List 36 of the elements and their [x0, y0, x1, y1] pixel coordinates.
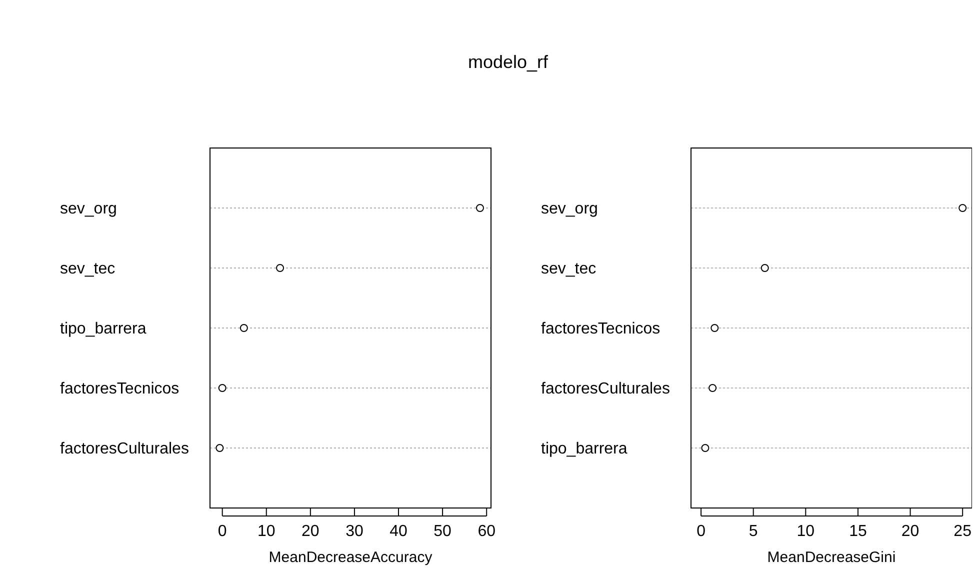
point — [276, 264, 284, 272]
x-tick-label: 15 — [849, 523, 867, 540]
x-tick-label: 50 — [434, 523, 452, 540]
y-tick-label: sev_org — [541, 200, 598, 218]
y-tick-label: sev_tec — [60, 260, 116, 278]
point — [710, 324, 719, 332]
x-tick-label: 30 — [346, 523, 364, 540]
point — [958, 204, 967, 212]
y-tick-label: sev_org — [60, 200, 117, 218]
point — [218, 384, 226, 392]
x-tick-label: 0 — [218, 523, 227, 540]
point — [476, 204, 484, 212]
x-tick-label: 25 — [954, 523, 972, 540]
x-tick-label: 10 — [796, 523, 815, 540]
x-tick-label: 5 — [748, 523, 758, 540]
x-axis-title: MeanDecreaseGini — [767, 549, 896, 566]
y-tick-label: tipo_barrera — [541, 440, 628, 458]
point — [240, 324, 248, 332]
point — [760, 264, 769, 272]
point — [216, 444, 224, 452]
y-tick-label: factoresCulturales — [541, 380, 670, 398]
y-tick-label: factoresCulturales — [60, 440, 189, 458]
x-axis-title: MeanDecreaseAccuracy — [268, 549, 433, 566]
x-tick-label: 10 — [257, 523, 276, 540]
y-tick-label: sev_tec — [541, 260, 596, 278]
x-tick-label: 60 — [478, 523, 496, 540]
point — [708, 384, 717, 392]
x-tick-label: 40 — [390, 523, 408, 540]
x-tick-label: 0 — [696, 523, 706, 540]
y-tick-label: factoresTecnicos — [60, 380, 180, 398]
chart-title: modelo_rf — [468, 52, 550, 72]
point — [701, 444, 710, 452]
y-tick-label: tipo_barrera — [60, 320, 146, 338]
x-tick-label: 20 — [901, 523, 920, 540]
x-tick-label: 20 — [302, 523, 320, 540]
y-tick-label: factoresTecnicos — [541, 320, 660, 338]
